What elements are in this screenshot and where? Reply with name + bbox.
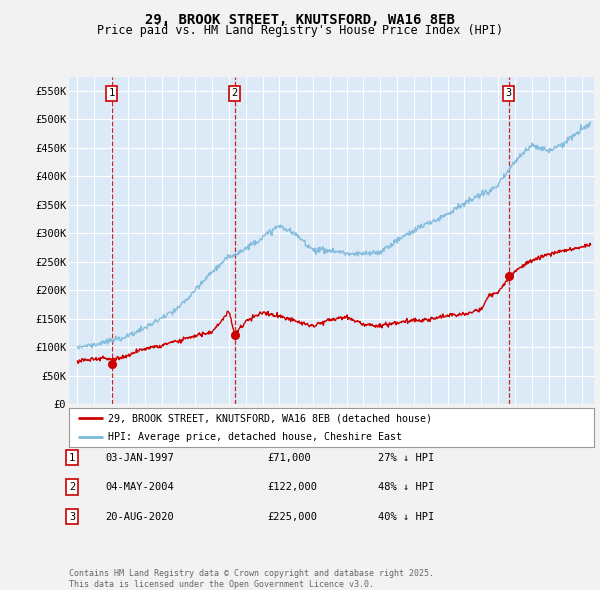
Text: £71,000: £71,000 — [267, 453, 311, 463]
Text: 40% ↓ HPI: 40% ↓ HPI — [378, 512, 434, 522]
Text: £225,000: £225,000 — [267, 512, 317, 522]
Text: 2: 2 — [232, 88, 238, 98]
Text: 3: 3 — [69, 512, 75, 522]
Text: 03-JAN-1997: 03-JAN-1997 — [105, 453, 174, 463]
Text: 48% ↓ HPI: 48% ↓ HPI — [378, 482, 434, 492]
Text: 2: 2 — [69, 482, 75, 492]
Text: 3: 3 — [506, 88, 512, 98]
Text: 29, BROOK STREET, KNUTSFORD, WA16 8EB (detached house): 29, BROOK STREET, KNUTSFORD, WA16 8EB (d… — [109, 413, 433, 423]
Text: £122,000: £122,000 — [267, 482, 317, 492]
Text: 1: 1 — [109, 88, 115, 98]
Text: 20-AUG-2020: 20-AUG-2020 — [105, 512, 174, 522]
Text: 04-MAY-2004: 04-MAY-2004 — [105, 482, 174, 492]
Text: 1: 1 — [69, 453, 75, 463]
Text: 29, BROOK STREET, KNUTSFORD, WA16 8EB: 29, BROOK STREET, KNUTSFORD, WA16 8EB — [145, 13, 455, 27]
Text: Price paid vs. HM Land Registry's House Price Index (HPI): Price paid vs. HM Land Registry's House … — [97, 24, 503, 37]
Text: Contains HM Land Registry data © Crown copyright and database right 2025.
This d: Contains HM Land Registry data © Crown c… — [69, 569, 434, 589]
Text: 27% ↓ HPI: 27% ↓ HPI — [378, 453, 434, 463]
Text: HPI: Average price, detached house, Cheshire East: HPI: Average price, detached house, Ches… — [109, 432, 403, 442]
